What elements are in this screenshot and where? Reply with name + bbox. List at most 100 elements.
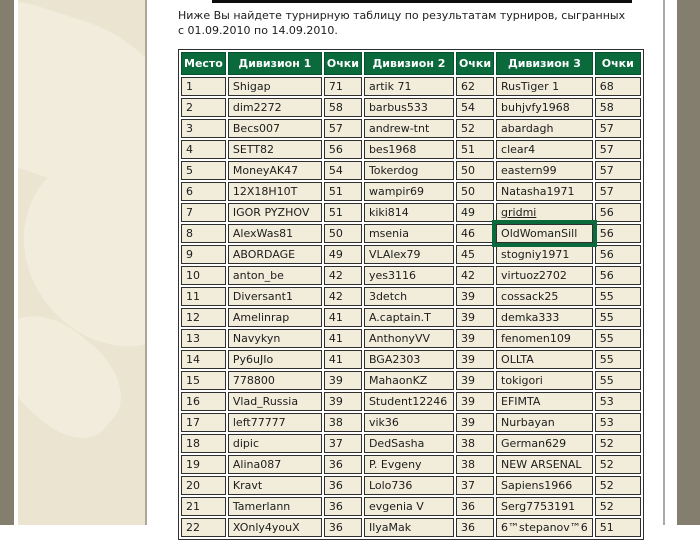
highlighted-cell-oldwomansill: OldWomanSill — [496, 224, 593, 243]
table-cell: 62 — [455, 77, 495, 96]
table-cell: 51 — [323, 182, 362, 201]
table-cell: BGA2303 — [363, 350, 454, 369]
table-cell: 42 — [323, 266, 362, 285]
table-cell: 18 — [181, 434, 226, 453]
table-cell: Py6uJIo — [227, 350, 322, 369]
table-cell: 49 — [323, 245, 362, 264]
table-header-row: Место Дивизион 1 Очки Дивизион 2 Очки Дивизио… — [181, 52, 641, 75]
table-cell: 3detch — [363, 287, 454, 306]
table-cell: 55 — [594, 308, 641, 327]
table-cell: 38 — [323, 413, 362, 432]
table-cell: dim2272 — [227, 98, 322, 117]
table-cell: 49 — [455, 203, 495, 222]
browser-frame-right — [677, 0, 700, 525]
table-row: 19 Alina087 36 P. Evgeny 38 NEW ARSENAL 52 — [181, 455, 641, 474]
player-link-gridmi[interactable]: gridmi — [501, 206, 537, 219]
table-cell: 56 — [323, 140, 362, 159]
table-cell: ABORDAGE — [227, 245, 322, 264]
table-cell: 39 — [323, 392, 362, 411]
table-cell: P. Evgeny — [363, 455, 454, 474]
table-cell: Vlad_Russia — [227, 392, 322, 411]
table-cell: 36 — [323, 476, 362, 495]
table-cell: XOnly4youX — [227, 518, 322, 537]
table-cell: 55 — [594, 329, 641, 348]
column-header-7: Очки — [594, 52, 641, 75]
table-cell: 57 — [594, 119, 641, 138]
table-cell: Natasha1971 — [496, 182, 593, 201]
browser-frame-left — [0, 0, 14, 525]
table-cell: artik 71 — [363, 77, 454, 96]
table-cell: stogniy1971 — [496, 245, 593, 264]
table-cell: 55 — [594, 350, 641, 369]
table-cell: 41 — [323, 350, 362, 369]
table-cell: dipic — [227, 434, 322, 453]
table-cell: Amelinrap — [227, 308, 322, 327]
table-cell: 39 — [455, 287, 495, 306]
table-cell: IlyaMak — [363, 518, 454, 537]
table-cell: 2 — [181, 98, 226, 117]
table-cell: 57 — [594, 161, 641, 180]
table-cell: 71 — [323, 77, 362, 96]
table-row: 13 Navykyn 41 AnthonyVV 39 fenomen109 55 — [181, 329, 641, 348]
table-cell: tokigori — [496, 371, 593, 390]
table-cell: 6 — [181, 182, 226, 201]
table-cell: andrew-tnt — [363, 119, 454, 138]
table-cell: 41 — [323, 308, 362, 327]
table-cell: MahaonKZ — [363, 371, 454, 390]
table-row: 22 XOnly4youX 36 IlyaMak 36 6™stepanov™6 51 — [181, 518, 641, 537]
table-row: 6 12X18H10T 51 wampir69 50 Natasha1971 57 — [181, 182, 641, 201]
table-row: 17 left77777 38 vik36 39 Nurbayan 53 — [181, 413, 641, 432]
table-cell: Student12246 — [363, 392, 454, 411]
table-cell: 52 — [594, 434, 641, 453]
table-row: 16 Vlad_Russia 39 Student12246 39 EFIMTA 53 — [181, 392, 641, 411]
table-cell: Tokerdog — [363, 161, 454, 180]
table-cell: DedSasha — [363, 434, 454, 453]
table-cell: 54 — [455, 98, 495, 117]
table-cell: 36 — [455, 518, 495, 537]
table-cell: VLAlex79 — [363, 245, 454, 264]
table-cell: 19 — [181, 455, 226, 474]
table-cell: RusTiger 1 — [496, 77, 593, 96]
column-header-2: Дивизион 1 — [227, 52, 322, 75]
table-cell: fenomen109 — [496, 329, 593, 348]
table-cell: 52 — [594, 497, 641, 516]
table-row: 10 anton_be 42 yes3116 42 virtuoz2702 56 — [181, 266, 641, 285]
table-cell: 36 — [323, 518, 362, 537]
table-cell: 8 — [181, 224, 226, 243]
content-right-border — [663, 0, 665, 525]
table-row: 2 dim2272 58 barbus533 54 buhjvfy1968 58 — [181, 98, 641, 117]
table-cell: 1 — [181, 77, 226, 96]
table-cell: 57 — [323, 119, 362, 138]
table-row: 21 Tamerlann 36 evgenia V 36 Serg7753191 52 — [181, 497, 641, 516]
table-cell: 39 — [455, 329, 495, 348]
table-cell: A.captain.T — [363, 308, 454, 327]
table-cell: 38 — [455, 455, 495, 474]
table-cell: clear4 — [496, 140, 593, 159]
column-header-1: Место — [181, 52, 226, 75]
left-sidebar-panel — [18, 0, 147, 525]
table-cell: 9 — [181, 245, 226, 264]
table-cell: 39 — [455, 371, 495, 390]
table-cell: 42 — [455, 266, 495, 285]
table-cell: anton_be — [227, 266, 322, 285]
table-cell: 41 — [323, 329, 362, 348]
table-cell: 36 — [323, 497, 362, 516]
table-cell: 36 — [455, 497, 495, 516]
table-cell: msenia — [363, 224, 454, 243]
table-row: 3 Becs007 57 andrew-tnt 52 abardagh 57 — [181, 119, 641, 138]
table-cell: 39 — [455, 308, 495, 327]
table-cell: MoneyAK47 — [227, 161, 322, 180]
table-cell: Becs007 — [227, 119, 322, 138]
table-cell: 57 — [594, 140, 641, 159]
table-cell: 7 — [181, 203, 226, 222]
table-cell: 52 — [455, 119, 495, 138]
table-row: 8 AlexWas81 50 msenia 46 OldWomanSill 56 — [181, 224, 641, 243]
table-cell: 46 — [455, 224, 495, 243]
table-cell: 14 — [181, 350, 226, 369]
table-cell: NEW ARSENAL — [496, 455, 593, 474]
table-cell: Alina087 — [227, 455, 322, 474]
table-cell: 51 — [323, 203, 362, 222]
table-cell: 22 — [181, 518, 226, 537]
table-cell: 54 — [323, 161, 362, 180]
